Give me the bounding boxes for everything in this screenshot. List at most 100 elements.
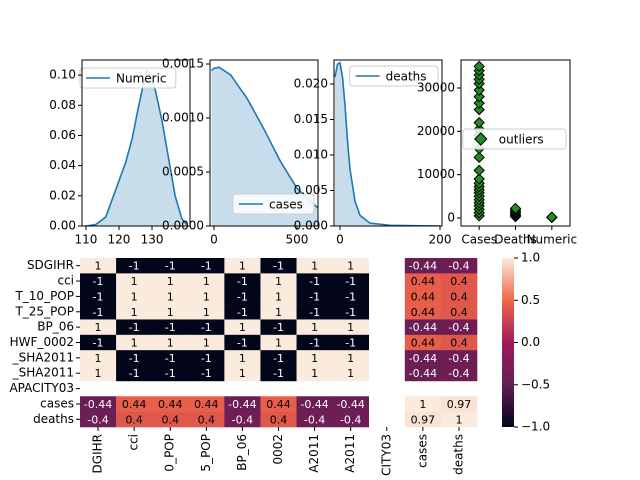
cell-label: 1: [203, 337, 210, 350]
cell-label: 1: [131, 306, 138, 319]
heatmap-cell: [440, 288, 478, 305]
legend-label: cases: [269, 198, 303, 212]
outlier-point: [546, 211, 558, 223]
cell-label: -1: [309, 306, 320, 319]
column-label: cci: [127, 434, 141, 451]
heatmap-cell: [332, 319, 370, 336]
heatmap-cell: [224, 258, 261, 274]
heatmap-cell: [116, 304, 153, 320]
column-label: CITY03: [379, 434, 393, 476]
y-tick-label: 0.0005: [162, 164, 204, 178]
heatmap-cell: [440, 396, 478, 412]
heatmap-cell: [188, 258, 225, 274]
cell-label: 1: [347, 321, 354, 334]
outlier-point: [509, 202, 522, 215]
column-label: DGIHR: [91, 434, 105, 473]
heatmap-cell: [224, 350, 261, 366]
cell-label: -1: [237, 337, 248, 350]
heatmap-cell: [152, 365, 189, 382]
heatmap-cell: [188, 365, 225, 382]
line: [334, 61, 441, 226]
cell-label: 0.44: [122, 398, 147, 411]
heatmap-cell: [404, 396, 442, 412]
x-tick-label: Deaths: [494, 233, 537, 247]
y-tick-label: 0.005: [294, 183, 328, 197]
heatmap-cell: [296, 319, 333, 336]
cell-label: 1: [203, 306, 210, 319]
cell-label: -1: [165, 321, 176, 334]
cell-label: 1: [167, 275, 174, 288]
heatmap-cell: [80, 304, 117, 320]
cell-label: 1: [239, 352, 246, 365]
cell-label: 1: [347, 260, 354, 273]
legend-box: [232, 193, 315, 215]
heatmap-cell: [224, 273, 261, 290]
heatmap-cell: [188, 319, 225, 336]
heatmap-cell: [224, 411, 261, 428]
cell-label: -0.4: [448, 260, 469, 273]
cell-label: -1: [273, 260, 284, 273]
heatmap-cell: [116, 350, 153, 366]
x-tick-label: 130: [141, 233, 164, 247]
y-tick-label: 0.010: [294, 147, 328, 161]
y-tick-label: 0.04: [49, 158, 76, 172]
axes-frame: [460, 59, 571, 227]
cell-label: -0.44: [228, 398, 256, 411]
heatmap-cell: [152, 273, 189, 290]
heatmap-cell: [188, 411, 225, 428]
cell-label: 0.44: [194, 398, 219, 411]
cell-label: 1: [131, 290, 138, 303]
legend-swatch: [474, 132, 488, 146]
x-tick-label: Numeric: [527, 233, 578, 247]
heatmap-cell: [260, 319, 297, 336]
heatmap-cell: [260, 334, 297, 351]
heatmap-cell: [296, 396, 333, 412]
heatmap-cell: [260, 288, 297, 305]
heatmap-cell: [440, 258, 478, 274]
cell-label: -1: [165, 260, 176, 273]
colorbar-tick-label: −0.5: [521, 377, 550, 391]
colorbar-tick-label: −1.0: [521, 420, 550, 434]
cell-label: 1: [203, 290, 210, 303]
heatmap-cell: [224, 288, 261, 305]
cell-label: -0.44: [336, 398, 364, 411]
legend-box: [79, 67, 177, 89]
cell-label: -0.4: [448, 352, 469, 365]
heatmap-cell: [80, 288, 117, 305]
heatmap-cell: [404, 365, 442, 382]
heatmap-cell: [404, 258, 442, 274]
heatmap-cell: [260, 350, 297, 366]
cell-label: -1: [309, 275, 320, 288]
legend-label: outliers: [499, 133, 544, 147]
row-label: HWF_0002: [10, 335, 74, 349]
x-tick-label: Cases: [461, 233, 497, 247]
heatmap-cell: [332, 304, 370, 320]
cell-label: 1: [419, 398, 426, 411]
column-label: A2011: [343, 434, 357, 473]
heatmap-cell: [152, 411, 189, 428]
cell-label: 1: [239, 321, 246, 334]
cell-label: 0.44: [266, 398, 291, 411]
heatmap-cell: [440, 365, 478, 382]
cell-label: 1: [131, 337, 138, 350]
cell-label: -0.44: [409, 352, 437, 365]
cell-label: 1: [347, 352, 354, 365]
heatmap-cell: [188, 396, 225, 412]
colorbar-tick-label: 1.0: [521, 251, 540, 265]
cell-label: 0.97: [447, 398, 472, 411]
cell-label: 0.4: [198, 413, 216, 426]
cell-label: 1: [95, 260, 102, 273]
column-label: BP_06: [235, 434, 249, 471]
heatmap-cell: [404, 273, 442, 290]
cell-label: -1: [237, 290, 248, 303]
column-label: 0_POP: [163, 434, 177, 472]
cell-label: 0.4: [450, 306, 468, 319]
heatmap-cell: [260, 258, 297, 274]
heatmap-cell: [80, 396, 117, 412]
cell-label: 1: [95, 321, 102, 334]
row-label: deaths: [33, 412, 74, 426]
cell-label: -1: [273, 367, 284, 380]
outlier-point: [473, 116, 485, 129]
cell-label: -1: [309, 337, 320, 350]
